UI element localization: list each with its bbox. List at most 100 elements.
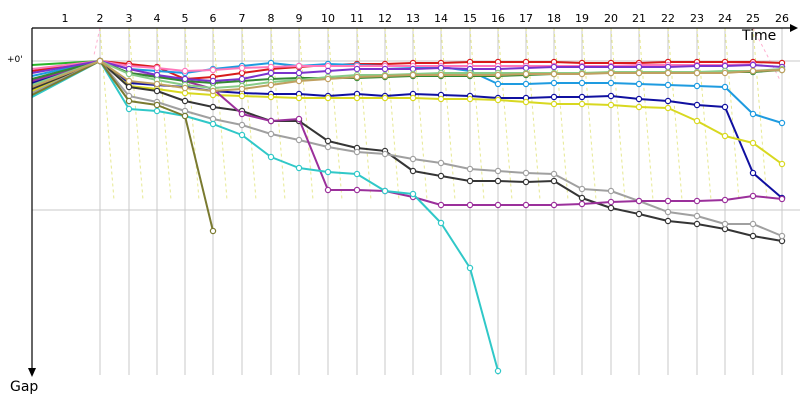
series-5-point-21 xyxy=(635,103,643,111)
gap-axis-title: Gap xyxy=(10,379,38,395)
series-13-point-11 xyxy=(353,65,361,73)
x-tick-3: 3 xyxy=(126,12,133,25)
series-line-15 xyxy=(31,60,783,92)
guide-line-15 xyxy=(469,27,485,201)
series-7-point-22 xyxy=(664,208,672,216)
series-8-point-18 xyxy=(550,201,558,209)
series-6-point-4 xyxy=(153,87,161,95)
series-7-point-26 xyxy=(778,232,786,240)
series-4-point-25 xyxy=(749,169,757,177)
guide-line-11 xyxy=(356,27,372,201)
series-7-point-12 xyxy=(381,150,389,158)
series-9-point-10 xyxy=(324,168,332,176)
series-3-point-16 xyxy=(494,80,502,88)
series-4-point-21 xyxy=(635,95,643,103)
series-5-point-26 xyxy=(778,160,786,168)
series-7-point-16 xyxy=(494,167,502,175)
guide-line-9 xyxy=(298,27,314,201)
series-7-point-14 xyxy=(437,159,445,167)
series-15-point-25 xyxy=(749,67,757,75)
series-8-point-10 xyxy=(324,186,332,194)
guide-line-6 xyxy=(212,27,228,201)
series-4-point-23 xyxy=(693,101,701,109)
series-9-point-15 xyxy=(466,264,474,272)
guide-line-18 xyxy=(553,27,569,201)
series-7-point-11 xyxy=(353,148,361,156)
series-7-point-19 xyxy=(578,185,586,193)
series-3-point-18 xyxy=(550,79,558,87)
x-tick-13: 13 xyxy=(406,12,420,25)
gap-axis-arrow xyxy=(28,368,36,377)
series-6-point-6 xyxy=(209,103,217,111)
series-line-10 xyxy=(31,60,214,232)
x-tick-8: 8 xyxy=(268,12,275,25)
series-9-point-4 xyxy=(153,107,161,115)
series-15-point-13 xyxy=(409,71,417,79)
series-13-point-18 xyxy=(550,63,558,71)
series-6-point-10 xyxy=(324,137,332,145)
series-5-point-9 xyxy=(295,94,303,102)
series-8-point-23 xyxy=(693,197,701,205)
series-11-point-7 xyxy=(238,64,246,72)
series-5-point-13 xyxy=(409,94,417,102)
x-tick-11: 11 xyxy=(350,12,364,25)
series-8-point-11 xyxy=(353,186,361,194)
series-6-point-20 xyxy=(607,204,615,212)
series-5-point-8 xyxy=(267,93,275,101)
series-6-point-23 xyxy=(693,220,701,228)
series-15-point-5 xyxy=(181,84,189,92)
series-7-point-20 xyxy=(607,187,615,195)
series-8-point-14 xyxy=(437,201,445,209)
series-7-point-10 xyxy=(324,143,332,151)
guide-line-10 xyxy=(327,27,343,201)
series-line-9 xyxy=(31,60,499,372)
series-6-point-15 xyxy=(466,177,474,185)
series-8-point-16 xyxy=(494,201,502,209)
guide-line-20 xyxy=(610,27,626,201)
series-3-point-20 xyxy=(607,79,615,87)
series-9-point-7 xyxy=(238,131,246,139)
guide-line-21 xyxy=(638,27,654,201)
series-13-point-8 xyxy=(267,69,275,77)
guide-line-3 xyxy=(128,27,144,201)
series-10-point-6 xyxy=(209,227,217,235)
series-11-point-9 xyxy=(295,62,303,70)
guide-line-12 xyxy=(384,27,400,201)
guide-line-13 xyxy=(412,27,428,201)
series-9-point-8 xyxy=(267,153,275,161)
series-6-point-21 xyxy=(635,210,643,218)
series-5-point-20 xyxy=(607,101,615,109)
series-15-point-8 xyxy=(267,81,275,89)
series-3-point-19 xyxy=(578,79,586,87)
series-8-point-22 xyxy=(664,197,672,205)
guide-line-2 xyxy=(99,27,115,201)
series-line-13 xyxy=(31,60,783,82)
guide-line-23 xyxy=(696,27,712,201)
series-13-point-9 xyxy=(295,69,303,77)
series-line-7 xyxy=(31,60,783,237)
series-10-point-4 xyxy=(153,101,161,109)
series-5-point-12 xyxy=(381,94,389,102)
series-9-point-3 xyxy=(125,105,133,113)
series-4-point-18 xyxy=(550,93,558,101)
x-tick-5: 5 xyxy=(182,12,189,25)
x-tick-16: 16 xyxy=(491,12,505,25)
series-15-point-26 xyxy=(778,66,786,74)
series-7-point-24 xyxy=(721,220,729,228)
series-3-point-21 xyxy=(635,80,643,88)
series-7-point-9 xyxy=(295,136,303,144)
series-15-point-3 xyxy=(125,77,133,85)
series-6-point-17 xyxy=(522,178,530,186)
series-15-point-23 xyxy=(693,69,701,77)
series-8-point-24 xyxy=(721,196,729,204)
x-tick-1: 1 xyxy=(62,12,69,25)
series-15-point-16 xyxy=(494,71,502,79)
series-6-point-19 xyxy=(578,194,586,202)
x-tick-9: 9 xyxy=(296,12,303,25)
series-13-point-12 xyxy=(381,65,389,73)
guide-line-25 xyxy=(752,27,768,201)
series-6-point-16 xyxy=(494,177,502,185)
x-tick-2: 2 xyxy=(97,12,104,25)
series-15-point-7 xyxy=(238,85,246,93)
